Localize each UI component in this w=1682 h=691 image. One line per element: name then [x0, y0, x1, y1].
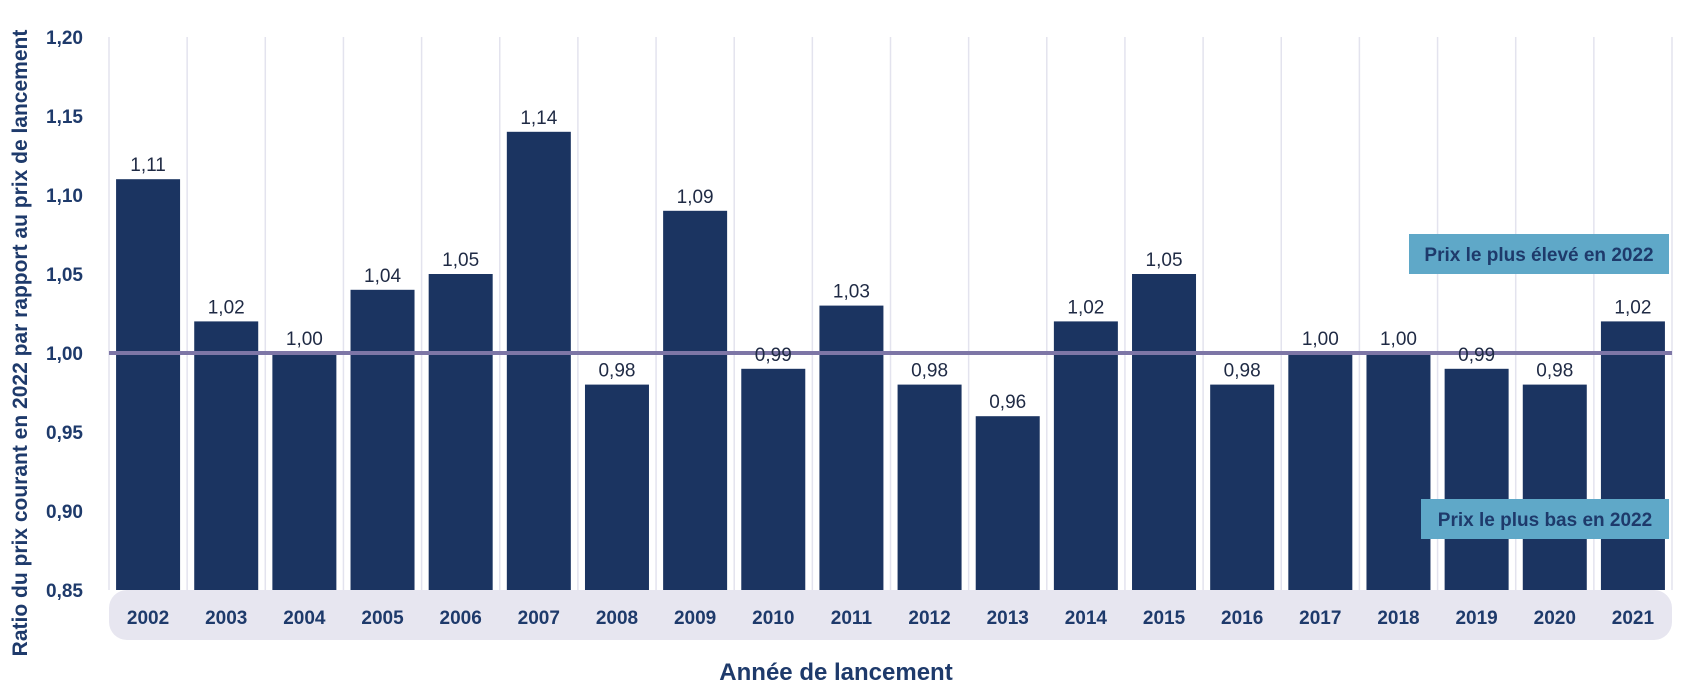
bar-2003: [194, 321, 259, 590]
x-tick-2014: 2014: [1065, 608, 1108, 629]
value-label-2009: 1,09: [677, 187, 714, 208]
value-label-2006: 1,05: [442, 250, 479, 271]
bars: [116, 131, 1665, 591]
y-tick-label: 1,20: [46, 28, 83, 49]
x-tick-2019: 2019: [1455, 608, 1497, 629]
value-label-2017: 1,00: [1302, 329, 1339, 350]
bar-2017: [1288, 353, 1353, 590]
category-band: [109, 590, 1672, 640]
value-label-2019: 0,99: [1458, 345, 1495, 366]
x-tick-2021: 2021: [1612, 608, 1655, 629]
bar-2007: [506, 131, 571, 591]
y-tick-label: 0,95: [46, 423, 83, 444]
x-tick-2018: 2018: [1377, 608, 1419, 629]
bar-2012: [897, 384, 962, 590]
y-tick-label: 1,15: [46, 107, 83, 128]
value-label-2013: 0,96: [989, 392, 1026, 413]
x-tick-2002: 2002: [127, 608, 169, 629]
bar-2011: [819, 305, 884, 590]
annotation-lowest: Prix le plus bas en 2022: [1421, 499, 1669, 539]
bar-2013: [975, 416, 1040, 590]
value-label-2021: 1,02: [1614, 297, 1651, 318]
value-label-2008: 0,98: [598, 361, 635, 382]
bar-2005: [350, 289, 415, 590]
annotation-highest-box: [1409, 234, 1669, 274]
bar-2008: [584, 384, 649, 590]
value-label-2011: 1,03: [833, 282, 870, 303]
x-tick-2013: 2013: [987, 608, 1029, 629]
x-tick-2015: 2015: [1143, 608, 1186, 629]
value-label-2004: 1,00: [286, 329, 323, 350]
x-tick-2011: 2011: [831, 608, 873, 629]
value-label-2012: 0,98: [911, 361, 948, 382]
x-tick-2009: 2009: [674, 608, 716, 629]
gridlines: [108, 37, 1673, 590]
x-tick-2012: 2012: [908, 608, 950, 629]
y-tick-label: 1,05: [46, 265, 83, 286]
value-label-2018: 1,00: [1380, 329, 1417, 350]
x-tick-2017: 2017: [1299, 608, 1341, 629]
value-label-2003: 1,02: [208, 297, 245, 318]
x-tick-2008: 2008: [596, 608, 638, 629]
bar-2019: [1444, 368, 1509, 590]
bar-2010: [741, 368, 806, 590]
x-axis-ticks: 2002 2003 2004 2005 2006 2007 2008 2009 2010 2011…: [127, 608, 1655, 629]
value-label-2016: 0,98: [1224, 361, 1261, 382]
x-tick-2010: 2010: [752, 608, 794, 629]
value-labels: 1,11 1,02 1,00 1,04 1,05 1,14 0,98 1,09 0,99 1,03…: [130, 108, 1651, 413]
value-label-2005: 1,04: [364, 266, 401, 287]
value-label-2007: 1,14: [520, 108, 557, 129]
value-label-2014: 1,02: [1067, 297, 1104, 318]
value-label-2002: 1,11: [130, 155, 166, 176]
bar-2020: [1522, 384, 1587, 590]
x-tick-2005: 2005: [361, 608, 404, 629]
value-label-2020: 0,98: [1536, 361, 1573, 382]
bar-2018: [1366, 353, 1431, 590]
annotation-highest: Prix le plus élevé en 2022: [1409, 234, 1669, 274]
y-tick-label: 1,10: [46, 186, 83, 207]
value-label-2015: 1,05: [1146, 250, 1183, 271]
annotation-lowest-box: [1421, 499, 1669, 539]
value-label-2010: 0,99: [755, 345, 792, 366]
y-tick-label: 0,85: [46, 581, 83, 602]
x-tick-2016: 2016: [1221, 608, 1263, 629]
x-tick-2006: 2006: [440, 608, 482, 629]
x-tick-2004: 2004: [283, 608, 326, 629]
bar-2002: [116, 179, 181, 590]
bar-2009: [663, 210, 728, 591]
x-tick-2020: 2020: [1534, 608, 1576, 629]
x-tick-2003: 2003: [205, 608, 247, 629]
y-tick-label: 0,90: [46, 502, 83, 523]
bar-2006: [428, 274, 493, 590]
x-axis-title: Année de lancement: [719, 659, 952, 686]
bar-2004: [272, 353, 337, 590]
bar-2021: [1600, 321, 1665, 590]
y-axis-ticks: 1,20 1,15 1,10 1,05 1,00 0,95 0,90 0,85: [46, 28, 83, 602]
bar-2014: [1053, 321, 1118, 590]
x-tick-2007: 2007: [518, 608, 560, 629]
y-tick-label: 1,00: [46, 344, 83, 365]
annotation-highest-text: Prix le plus élevé en 2022: [1424, 245, 1653, 266]
y-axis-title: Ratio du prix courant en 2022 par rappor…: [9, 30, 32, 657]
bar-2015: [1132, 274, 1197, 590]
bar-2016: [1210, 384, 1275, 590]
annotation-lowest-text: Prix le plus bas en 2022: [1438, 510, 1652, 531]
